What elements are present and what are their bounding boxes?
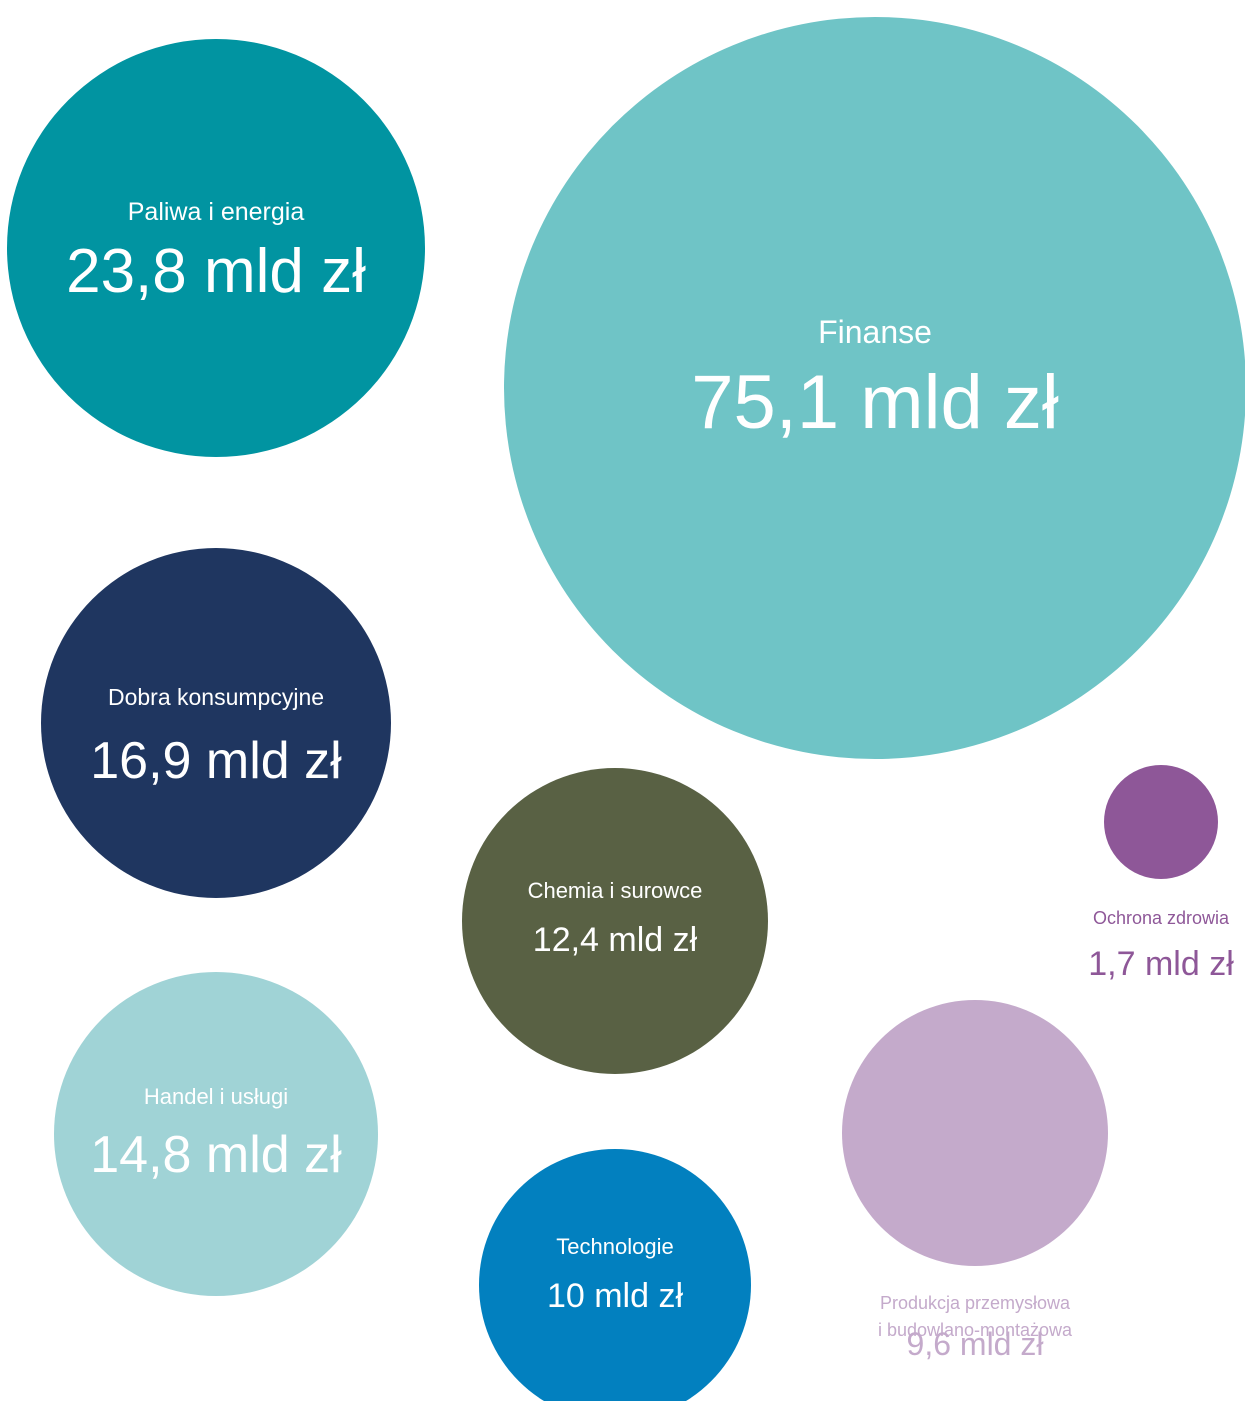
bubble-name-finanse: Finanse	[818, 314, 932, 350]
bubble-value-technologie: 10 mld zł	[547, 1277, 683, 1315]
bubble-name-produkcja-przemyslowa-i-budowlano-montazowa-line-2: i budowlano-montażowa	[878, 1320, 1073, 1340]
bubble-value-ochrona-zdrowia: 1,7 mld zł	[1088, 945, 1234, 983]
bubble-finanse: Finanse 75,1 mld zł	[504, 17, 1245, 759]
bubble-circle-finanse	[504, 17, 1245, 759]
bubble-name-handel-i-uslugi: Handel i usługi	[144, 1084, 288, 1109]
bubble-name-ochrona-zdrowia: Ochrona zdrowia	[1093, 908, 1230, 928]
bubble-value-dobra-konsumpcyjne: 16,9 mld zł	[90, 732, 342, 790]
bubble-handel-i-uslugi: Handel i usługi 14,8 mld zł	[54, 972, 378, 1296]
bubble-name-paliwa-i-energia: Paliwa i energia	[128, 198, 305, 226]
bubble-name-produkcja-przemyslowa-i-budowlano-montazowa-line-1: Produkcja przemysłowa	[880, 1293, 1071, 1313]
bubble-circle-dobra-konsumpcyjne	[41, 548, 391, 898]
bubble-circle-produkcja-przemyslowa-i-budowlano-montazowa	[842, 1000, 1108, 1266]
bubble-value-paliwa-i-energia: 23,8 mld zł	[66, 237, 366, 306]
bubble-dobra-konsumpcyjne: Dobra konsumpcyjne 16,9 mld zł	[41, 548, 391, 898]
bubble-technologie: Technologie 10 mld zł	[479, 1149, 751, 1401]
bubble-value-finanse: 75,1 mld zł	[691, 360, 1059, 445]
bubble-circle-handel-i-uslugi	[54, 972, 378, 1296]
bubble-value-chemia-i-surowce: 12,4 mld zł	[533, 921, 698, 959]
bubble-ochrona-zdrowia: Ochrona zdrowia 1,7 mld zł	[1088, 765, 1234, 983]
bubble-produkcja-przemyslowa-i-budowlano-montazowa: Produkcja przemysłowa i budowlano-montażo…	[842, 1000, 1108, 1362]
bubble-circle-chemia-i-surowce	[462, 768, 768, 1074]
bubble-paliwa-i-energia: Paliwa i energia 23,8 mld zł	[7, 39, 425, 457]
bubble-value-handel-i-uslugi: 14,8 mld zł	[90, 1126, 342, 1184]
bubble-name-chemia-i-surowce: Chemia i surowce	[528, 878, 703, 903]
bubble-circle-ochrona-zdrowia	[1104, 765, 1218, 879]
bubble-value-produkcja-przemyslowa-i-budowlano-montazowa: 9,6 mld zł	[907, 1326, 1044, 1362]
bubble-chemia-i-surowce: Chemia i surowce 12,4 mld zł	[462, 768, 768, 1074]
bubble-name-technologie: Technologie	[556, 1234, 673, 1259]
bubble-circle-technologie	[479, 1149, 751, 1401]
bubble-circle-paliwa-i-energia	[7, 39, 425, 457]
bubble-name-dobra-konsumpcyjne: Dobra konsumpcyjne	[108, 684, 324, 710]
